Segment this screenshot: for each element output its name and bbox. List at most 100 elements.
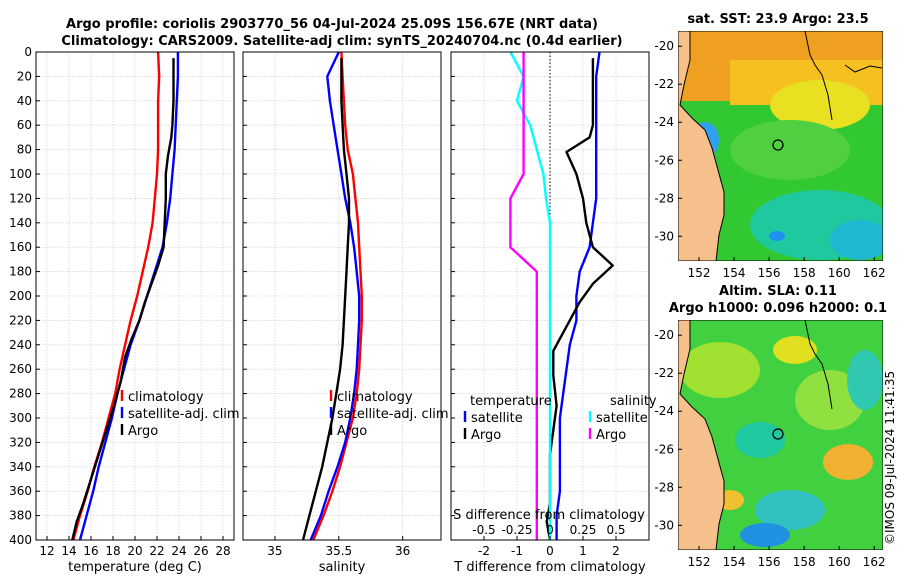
s-legend-label-2: Argo (337, 424, 367, 439)
map1-axes-xtick-label-158: 158 (793, 266, 816, 280)
t-xlabel: temperature (deg C) (68, 560, 202, 575)
sla-high-1 (680, 342, 760, 398)
sla-land (678, 320, 725, 550)
s-legend-label-1: satellite-adj. clim (337, 407, 449, 422)
d-xtick-label-1: 1 (579, 544, 587, 558)
t-ytick-label-140: 140 (9, 216, 32, 230)
map2-axes-xtick-label-156: 156 (758, 555, 781, 569)
t-xtick-label-26: 26 (193, 544, 208, 558)
t-ytick-label-120: 120 (9, 191, 32, 205)
sst-coastline-2 (844, 64, 883, 73)
map1-axes-xtick-label-162: 162 (863, 266, 886, 280)
t-ytick-label-320: 320 (9, 435, 32, 449)
temperature-panel: 12 14 16 18 20 22 24 26 28 temperature (deg C) 0 20… (9, 45, 240, 575)
sst-green-patch (730, 120, 850, 180)
t-ytick-label-20: 20 (17, 69, 32, 83)
t-ytick-label-180: 180 (9, 265, 32, 279)
sla-argo-marker (772, 428, 784, 440)
sla-low-2 (755, 490, 825, 530)
sla-low-4 (847, 350, 883, 410)
sla-orange-1 (823, 444, 873, 480)
t-xtick-label-18: 18 (105, 544, 120, 558)
d-s-tick-label-2: 0 (546, 523, 554, 537)
t-ytick-label-200: 200 (9, 289, 32, 303)
map2-axes-ytick-label--26: -26 (654, 442, 674, 456)
t-xtick-label-20: 20 (127, 544, 142, 558)
map2-axes-ytick-label--22: -22 (654, 366, 674, 380)
difference-panel: -2 -1 0 1 2 T difference from climatology temp… (450, 51, 657, 575)
t-ytick-label-100: 100 (9, 167, 32, 181)
sst-land (678, 31, 725, 261)
d-xlabel: T difference from climatology (453, 560, 646, 575)
map1-axes-xtick-label-154: 154 (723, 266, 746, 280)
sla-map-subtitle: Argo h1000: 0.096 h2000: 0.1 (669, 301, 887, 316)
map1-axes-xtick-label-160: 160 (828, 266, 851, 280)
sst-argo-marker (772, 139, 784, 151)
s-legend-label-0: climatology (337, 390, 413, 405)
t-xtick-label-24: 24 (171, 544, 186, 558)
sla-yellow-1 (773, 336, 817, 364)
t-ytick-label-300: 300 (9, 411, 32, 425)
map1-axes-ytick-label--30: -30 (654, 229, 674, 243)
map2-axes-ytick-label--30: -30 (654, 518, 674, 532)
sst-blue-spot (769, 231, 785, 241)
d-series-t-argo (545, 58, 614, 540)
t-series-argo (71, 58, 175, 540)
d-legend-s-title: salinity (610, 394, 657, 409)
s-xtick-label-35: 35 (267, 544, 282, 558)
t-ytick-label-0: 0 (24, 45, 32, 59)
map1-axes-ytick-label--24: -24 (654, 115, 674, 129)
s-series-satellite-adj-clim (309, 52, 361, 540)
t-xtick-label-16: 16 (83, 544, 98, 558)
sla-coastline (804, 320, 833, 410)
t-xtick-label-12: 12 (39, 544, 54, 558)
d-xtick-label--1: -1 (511, 544, 523, 558)
t-ytick-label-380: 380 (9, 509, 32, 523)
sst-map (678, 31, 883, 261)
map2-axes-xtick-label-162: 162 (863, 555, 886, 569)
d-s-tick-label-1: -0.25 (501, 523, 532, 537)
sst-coastline (804, 31, 833, 121)
d-series-t-satellite (555, 52, 601, 540)
map2-axes-xtick-label-154: 154 (723, 555, 746, 569)
map2-axes-ytick-label--24: -24 (654, 404, 674, 418)
figure-title-line1: Argo profile: coriolis 2903770_56 04-Jul… (66, 17, 598, 32)
d-legend-t-label-0: satellite (471, 411, 523, 426)
t-ytick-label-80: 80 (17, 143, 32, 157)
map1-axes-ytick-label--28: -28 (654, 191, 674, 205)
copyright-stamp: ©IMOS 09-Jul-2024 11:41:35 (883, 371, 897, 545)
s-xtick-label-35.5: 35.5 (325, 544, 352, 558)
map2-axes-ytick-label--28: -28 (654, 480, 674, 494)
t-xtick-label-14: 14 (61, 544, 76, 558)
map1-axes-ytick-label--26: -26 (654, 153, 674, 167)
sst-map-axes: 152 154 156 158 160 162 -20 -22 -24 -26 -28 -30 (654, 39, 885, 280)
d-legend-s-label-0: satellite (596, 411, 648, 426)
figure-title-line2: Climatology: CARS2009. Satellite-adj cli… (61, 34, 622, 49)
d-legend-s-label-1: Argo (596, 428, 626, 443)
sst-cold-patch (830, 220, 883, 260)
t-ytick-label-40: 40 (17, 94, 32, 108)
d-series-s-satellite (509, 52, 552, 540)
d-series-s-argo (509, 52, 538, 540)
t-ytick-label-160: 160 (9, 240, 32, 254)
t-ytick-label-220: 220 (9, 313, 32, 327)
d-series-group (509, 52, 614, 540)
map2-axes-xtick-label-160: 160 (828, 555, 851, 569)
sst-map-title: sat. SST: 23.9 Argo: 23.5 (687, 12, 868, 27)
d-s-tick-label-0: -0.5 (472, 523, 495, 537)
t-legend-label-1: satellite-adj. clim (128, 407, 240, 422)
t-legend-label-2: Argo (128, 424, 158, 439)
d-s-tick-label-4: 0.5 (606, 523, 625, 537)
t-series-group (71, 52, 180, 540)
sst-yellow-patch (770, 80, 870, 130)
d-xtick-label--2: -2 (478, 544, 490, 558)
t-xtick-label-22: 22 (149, 544, 164, 558)
t-ytick-label-360: 360 (9, 484, 32, 498)
d-xtick-label-2: 2 (612, 544, 620, 558)
d-legend-t-title: temperature (470, 394, 552, 409)
map1-axes-ytick-label--22: -22 (654, 77, 674, 91)
t-ytick-label-260: 260 (9, 362, 32, 376)
t-ytick-label-280: 280 (9, 387, 32, 401)
d-s-tick-label-3: 0.25 (570, 523, 597, 537)
